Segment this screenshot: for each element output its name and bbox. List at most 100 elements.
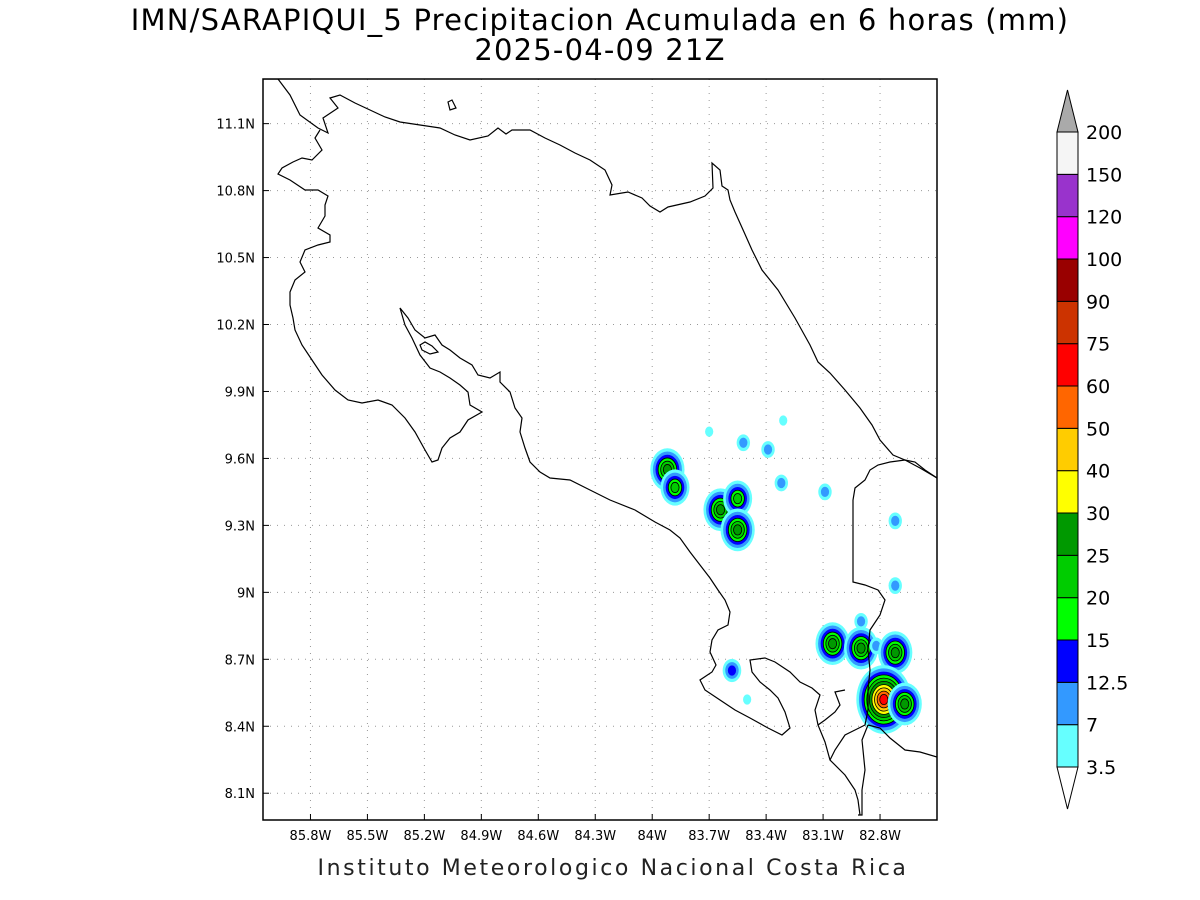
- lon-tick-label: 82.8W: [859, 829, 901, 844]
- lat-tick-label: 9.3N: [225, 519, 255, 534]
- colorbar-label: 3.5: [1086, 757, 1116, 779]
- colorbar-swatch: [1056, 597, 1079, 641]
- map-title: IMN/SARAPIQUI_5 Precipitacion Acumulada …: [130, 3, 1070, 37]
- colorbar-label: 120: [1086, 207, 1122, 229]
- precip-cell: [761, 441, 775, 458]
- colorbar-label: 60: [1086, 376, 1110, 398]
- precip-contour: [820, 486, 830, 498]
- island: [447, 99, 457, 111]
- precip-contour: [743, 694, 752, 705]
- colorbar-swatch: [1056, 427, 1079, 472]
- precip-contour: [891, 515, 900, 527]
- lon-tick-label: 84.6W: [517, 829, 559, 844]
- lon-tick-label: 83.7W: [688, 829, 730, 844]
- precip-cell: [815, 622, 850, 666]
- coastline-burica: [858, 724, 937, 816]
- colorbar-swatch: [1056, 216, 1079, 260]
- precip-contour: [705, 426, 714, 437]
- colorbar-label: 75: [1086, 334, 1110, 356]
- precip-contour: [739, 437, 748, 448]
- colorbar-swatch: [1056, 681, 1079, 726]
- precip-contour: [670, 481, 680, 493]
- lat-tick-label: 9.6N: [225, 452, 255, 467]
- colorbar-label: 20: [1086, 588, 1110, 610]
- precip-contour: [891, 580, 900, 591]
- colorbar-label: 7: [1086, 715, 1098, 737]
- precip-contour: [733, 524, 743, 536]
- precip-cell: [723, 480, 753, 517]
- precip-cell: [722, 658, 742, 683]
- precip-cell: [888, 512, 902, 530]
- lat-tick-label: 10.8N: [216, 185, 255, 200]
- precip-contour: [890, 647, 900, 659]
- colorbar-max-arrow: [1056, 89, 1079, 133]
- colorbar-swatch: [1056, 173, 1079, 218]
- precip-cell: [720, 508, 755, 552]
- colorbar-swatch: [1056, 554, 1079, 599]
- precip-contour: [856, 642, 866, 654]
- lat-tick-label: 8.7N: [225, 653, 255, 668]
- precip-cell: [736, 434, 751, 452]
- colorbar-label: 12.5: [1086, 672, 1128, 694]
- colorbar-swatch: [1056, 131, 1079, 175]
- precip-contour: [879, 693, 889, 706]
- lat-tick-label: 11.1N: [216, 118, 255, 133]
- footer-credit: Instituto Meteorologico Nacional Costa R…: [317, 856, 909, 881]
- colorbar: 3.5 7 12.5 15 20 25 30 40 50 60 75 90 100 120 150 200: [1056, 89, 1128, 810]
- precip-contour: [727, 665, 737, 676]
- lon-tick-label: 83.1W: [802, 829, 844, 844]
- coastline-golfito: [817, 689, 846, 726]
- lat-tick-label: 9N: [237, 586, 255, 601]
- colorbar-swatch: [1056, 639, 1079, 683]
- colorbar-label: 30: [1086, 503, 1110, 525]
- colorbar-label: 150: [1086, 164, 1122, 186]
- axis-ticks: 85.8W 85.5W 85.2W 84.9W 84.6W 84.3W 84W 83.7W 83…: [216, 118, 901, 844]
- map-grid: [263, 79, 937, 820]
- colorbar-label: 100: [1086, 249, 1122, 271]
- lon-tick-label: 83.4W: [745, 829, 787, 844]
- colorbar-swatch: [1056, 300, 1079, 345]
- precip-contour: [733, 493, 743, 505]
- precip-contour: [716, 504, 726, 516]
- precip-cell: [887, 682, 922, 726]
- lat-tick-label: 8.1N: [225, 787, 255, 802]
- map-subtitle: 2025-04-09 21Z: [474, 33, 726, 67]
- lake-island: [419, 341, 440, 355]
- precip-cell: [774, 474, 789, 492]
- colorbar-label: 50: [1086, 418, 1110, 440]
- precip-cell: [854, 612, 868, 630]
- colorbar-swatch: [1056, 470, 1079, 514]
- lon-tick-label: 84.9W: [460, 829, 502, 844]
- lon-tick-label: 85.8W: [290, 829, 332, 844]
- precip-cell: [888, 577, 902, 595]
- border-panama: [829, 459, 937, 761]
- colorbar-label: 15: [1086, 630, 1110, 652]
- lon-tick-label: 84.3W: [574, 829, 616, 844]
- colorbar-swatch: [1056, 258, 1079, 302]
- precip-cell: [743, 694, 752, 705]
- precip-cell: [878, 631, 913, 674]
- coastline: [277, 79, 937, 479]
- colorbar-swatch: [1056, 724, 1079, 768]
- precip-contour: [856, 616, 866, 627]
- precip-cell: [705, 426, 714, 437]
- precip-contour: [777, 477, 786, 489]
- coastline-borders: [263, 79, 937, 816]
- lon-tick-label: 84W: [638, 829, 668, 844]
- lat-tick-label: 8.4N: [225, 720, 255, 735]
- colorbar-swatch: [1056, 512, 1079, 556]
- colorbar-label: 90: [1086, 291, 1110, 313]
- colorbar-swatch: [1056, 343, 1079, 387]
- lon-tick-label: 85.5W: [347, 829, 389, 844]
- precipitation-field: [650, 415, 922, 734]
- precip-cell: [779, 415, 788, 426]
- precip-contour: [763, 444, 773, 455]
- lat-tick-label: 9.9N: [225, 385, 255, 400]
- precip-contour: [900, 698, 910, 710]
- colorbar-swatch: [1056, 385, 1079, 429]
- precip-cell: [660, 469, 690, 506]
- precip-contour: [828, 638, 838, 650]
- lat-tick-label: 10.2N: [216, 319, 255, 334]
- precip-contour: [779, 415, 788, 426]
